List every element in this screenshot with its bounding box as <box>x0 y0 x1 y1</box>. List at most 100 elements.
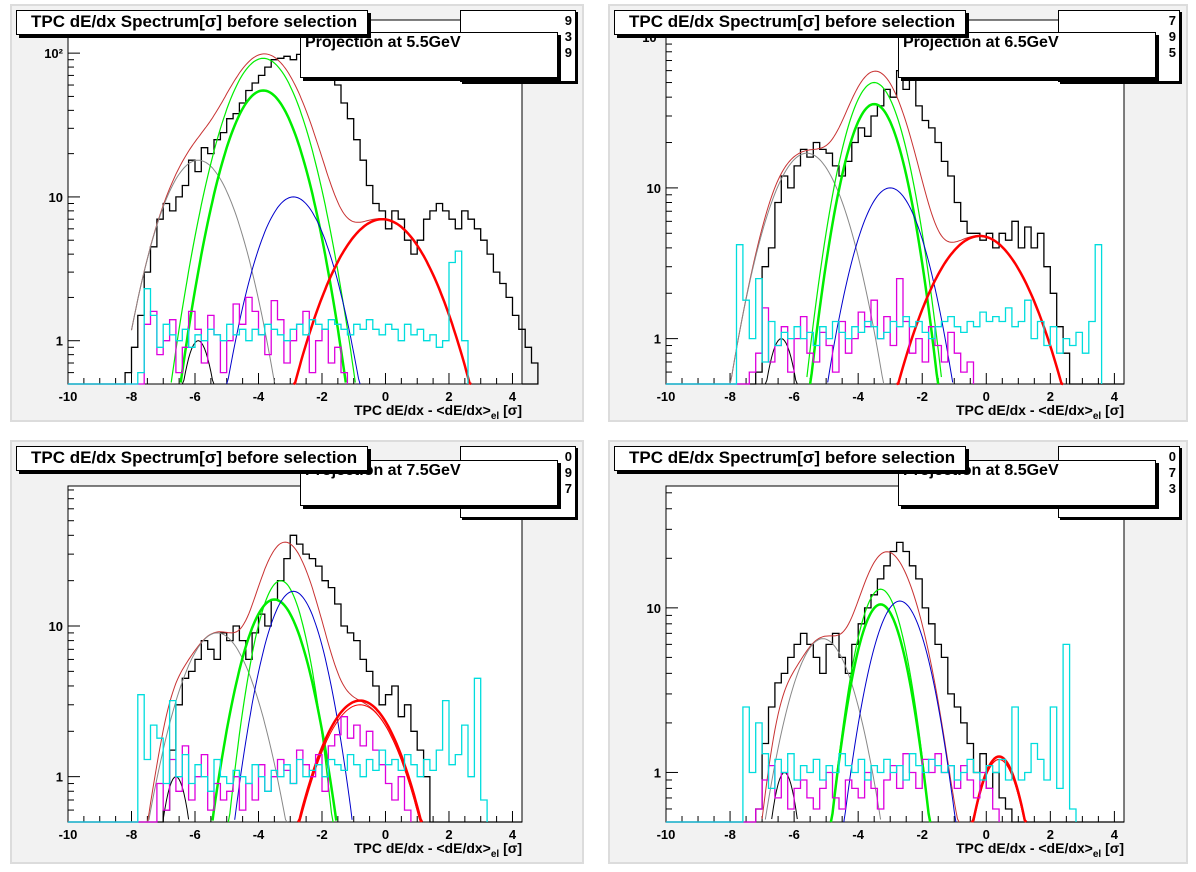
x-tick-label: 4 <box>509 827 517 842</box>
series-deuteron-fit <box>181 340 215 385</box>
series-pion-2-fit <box>829 603 932 823</box>
stats-digit: 9 <box>564 465 572 480</box>
x-tick-label: -4 <box>852 827 864 842</box>
series-selected-2-hist <box>68 677 488 823</box>
series-pion-1-fit <box>830 588 931 823</box>
y-tick-label: 1 <box>654 765 661 780</box>
series-electron-2-fit <box>896 234 1064 386</box>
x-tick-label: -8 <box>126 389 138 404</box>
series-proton-fit <box>729 152 885 385</box>
x-axis-label: TPC dE/dx - <dE/dx>el [σ] <box>956 402 1124 422</box>
series-selected-2-hist <box>68 250 469 385</box>
x-tick-label: 4 <box>1111 827 1119 842</box>
chart-title: TPC dE/dx Spectrum[σ] before selection <box>614 10 967 35</box>
x-tick-label: -10 <box>657 389 676 404</box>
chart-pad-8-5gev: -10 -8 -6 -4 -2 0 2 4 1 10 TPC dE/dx - <dE/dx>el [… <box>608 440 1188 864</box>
x-axis-label: TPC dE/dx - <dE/dx>el [σ] <box>956 840 1124 860</box>
x-tick-label: 2 <box>1047 389 1054 404</box>
x-tick-label: 4 <box>1111 389 1119 404</box>
x-tick-label: -2 <box>916 827 928 842</box>
projection-box: Projection at 5.5GeV <box>300 32 558 78</box>
stats-digit: 0 <box>564 449 572 464</box>
stats-digit: 7 <box>1168 465 1176 480</box>
series-electron-2-fit <box>292 217 472 386</box>
x-tick-label: 0 <box>983 827 990 842</box>
series-kaon-fit <box>226 196 361 385</box>
x-tick-label: 2 <box>1047 827 1054 842</box>
y-tick-label: 10 <box>49 619 63 634</box>
series-kaon-fit <box>827 187 954 383</box>
series-selected-1-hist <box>68 296 349 385</box>
chart-plot: -10 -8 -6 -4 -2 0 2 4 1 10 TPC dE/dx - <dE/dx>el [… <box>647 485 1125 860</box>
x-tick-label: -8 <box>724 389 736 404</box>
y-tick-label: 10 <box>49 190 63 205</box>
x-axis-label: TPC dE/dx - <dE/dx>el [σ] <box>354 840 522 860</box>
y-tick-label: 10² <box>44 46 63 61</box>
series-selected-1-hist <box>68 716 412 823</box>
stats-digit: 9 <box>564 13 572 28</box>
stats-digit: 9 <box>1168 29 1176 44</box>
chart-title: TPC dE/dx Spectrum[σ] before selection <box>16 10 369 35</box>
x-tick-label: -8 <box>724 827 736 842</box>
stats-digit: 7 <box>564 481 572 496</box>
x-tick-label: -6 <box>189 389 201 404</box>
x-tick-label: -2 <box>316 389 328 404</box>
x-tick-label: 0 <box>983 389 990 404</box>
series-pion-1-fit <box>170 57 356 383</box>
series-selected-2-hist <box>666 244 1103 385</box>
x-tick-label: 4 <box>509 389 517 404</box>
chart-pad-5-5gev: -10 -8 -6 -4 -2 0 2 4 1 10 10² TPC dE/dx - <dE/dx>e… <box>10 4 584 422</box>
x-tick-label: -2 <box>316 827 328 842</box>
plot-frame <box>665 19 1125 385</box>
x-tick-label: -2 <box>916 389 928 404</box>
stats-digit: 3 <box>564 29 572 44</box>
stats-digit: 0 <box>1168 449 1176 464</box>
chart-pad-7-5gev: -10 -8 -6 -4 -2 0 2 4 1 10 TPC dE/dx - <dE/dx>el [… <box>10 440 584 864</box>
series-electron-2-fit <box>970 755 1028 823</box>
y-tick-label: 1 <box>56 334 63 349</box>
series-pion-2-fit <box>179 89 348 383</box>
series-kaon-fit <box>234 590 353 820</box>
projection-label: Projection at 6.5GeV <box>903 34 1059 51</box>
projection-box: Projection at 7.5GeV <box>300 460 558 506</box>
chart-title: TPC dE/dx Spectrum[σ] before selection <box>16 446 369 471</box>
x-tick-label: -4 <box>253 827 265 842</box>
plot-frame <box>67 485 523 823</box>
stats-digit: 5 <box>1168 45 1176 60</box>
stats-digit: 9 <box>564 45 572 60</box>
series-proton-fit <box>764 638 882 820</box>
projection-label: Projection at 5.5GeV <box>305 34 461 51</box>
series-selected-2-hist <box>666 643 1077 823</box>
y-tick-label: 1 <box>56 770 63 785</box>
plot-frame <box>665 485 1125 823</box>
x-tick-label: -6 <box>788 389 800 404</box>
x-tick-label: 0 <box>382 827 389 842</box>
series-selected-1-hist <box>666 277 975 385</box>
series-selected-1-hist <box>666 753 1000 823</box>
x-tick-label: -4 <box>253 389 265 404</box>
x-axis-label: TPC dE/dx - <dE/dx>el [σ] <box>354 402 522 422</box>
series-pion-1-fit <box>227 580 334 823</box>
series-proton-fit <box>146 632 288 823</box>
chart-plot: -10 -8 -6 -4 -2 0 2 4 1 10 TPC dE/dx - <dE/dx>el [… <box>49 485 523 860</box>
series-pion-1-fit <box>806 81 942 378</box>
stats-digit: 7 <box>1168 13 1176 28</box>
x-tick-label: 2 <box>445 827 452 842</box>
series-data-hist <box>666 541 1124 823</box>
x-tick-label: -6 <box>189 827 201 842</box>
series-electron-2-fit <box>297 699 424 823</box>
projection-box: Projection at 8.5GeV <box>898 460 1156 506</box>
y-tick-label: 10 <box>647 181 661 196</box>
series-pion-2-fit <box>211 598 338 821</box>
series-proton-fit <box>131 159 275 383</box>
y-tick-label: 10 <box>647 601 661 616</box>
x-tick-label: -4 <box>852 389 864 404</box>
x-tick-label: -10 <box>657 827 676 842</box>
series-pion-2-fit <box>808 102 940 385</box>
series-electron-1-fit <box>299 704 421 823</box>
x-tick-label: 0 <box>382 389 389 404</box>
series-kaon-fit <box>843 600 957 823</box>
stats-digit: 3 <box>1168 481 1176 496</box>
